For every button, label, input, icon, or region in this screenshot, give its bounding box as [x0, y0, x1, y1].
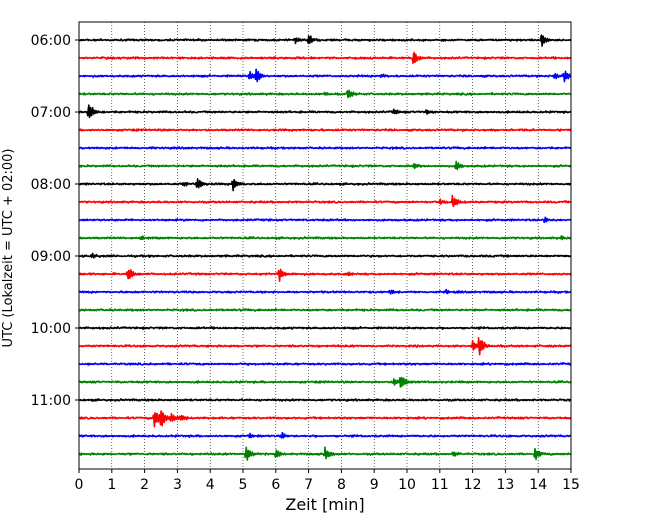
x-tick-label: 12 [464, 477, 482, 493]
trace-1100 [78, 398, 572, 402]
y-tick-label: 11:00 [31, 393, 71, 409]
trace-1030 [78, 361, 572, 366]
trace-1015 [78, 337, 572, 356]
trace-0945 [78, 308, 572, 312]
trace-0830 [78, 216, 572, 224]
trace-0600 [78, 34, 572, 47]
y-axis-label: UTC (Lokalzeit = UTC + 02:00) [1, 149, 16, 348]
x-tick-label: 2 [140, 477, 149, 493]
trace-1130 [78, 431, 572, 439]
y-axis-ticks: 06:00 07:00 08:00 09:00 10:00 11:00 [31, 33, 79, 409]
y-tick-label: 06:00 [31, 33, 71, 49]
y-tick-label: 10:00 [31, 321, 71, 337]
trace-0930 [78, 288, 572, 295]
trace-0900 [78, 252, 572, 259]
trace-0645 [78, 89, 572, 99]
x-axis-label: Zeit [min] [285, 495, 364, 514]
trace-0915 [78, 268, 572, 283]
trace-1045 [78, 376, 572, 388]
grid-layer [78, 22, 572, 469]
trace-0800 [78, 178, 572, 192]
trace-0730 [78, 146, 572, 150]
trace-0615 [78, 51, 572, 65]
x-tick-label: 7 [304, 477, 313, 493]
x-tick-label: 6 [271, 477, 280, 493]
trace-0715 [78, 128, 572, 132]
x-tick-label: 5 [239, 477, 248, 493]
x-tick-label: 8 [337, 477, 346, 493]
y-tick-label: 07:00 [31, 105, 71, 121]
x-tick-label: 3 [173, 477, 182, 493]
x-tick-label: 4 [206, 477, 215, 493]
trace-1115 [78, 410, 572, 428]
trace-1000 [78, 325, 572, 331]
x-tick-label: 0 [75, 477, 84, 493]
x-tick-label: 13 [496, 477, 514, 493]
trace-1145 [78, 446, 572, 461]
y-tick-label: 08:00 [31, 177, 71, 193]
x-tick-label: 15 [562, 477, 580, 493]
trace-0845 [78, 235, 572, 241]
trace-0745 [78, 160, 572, 171]
x-tick-label: 10 [398, 477, 416, 493]
x-tick-label: 9 [370, 477, 379, 493]
trace-0815 [78, 194, 572, 208]
x-tick-label: 14 [529, 477, 547, 493]
trace-layer [78, 34, 572, 461]
x-tick-label: 11 [431, 477, 449, 493]
y-tick-label: 09:00 [31, 249, 71, 265]
trace-0700 [78, 104, 572, 119]
x-axis-ticks: 0 1 2 3 4 5 6 7 8 9 10 11 12 13 14 15 [75, 469, 580, 493]
plot-frame [78, 21, 572, 470]
trace-0630 [78, 68, 572, 83]
x-tick-label: 1 [107, 477, 116, 493]
